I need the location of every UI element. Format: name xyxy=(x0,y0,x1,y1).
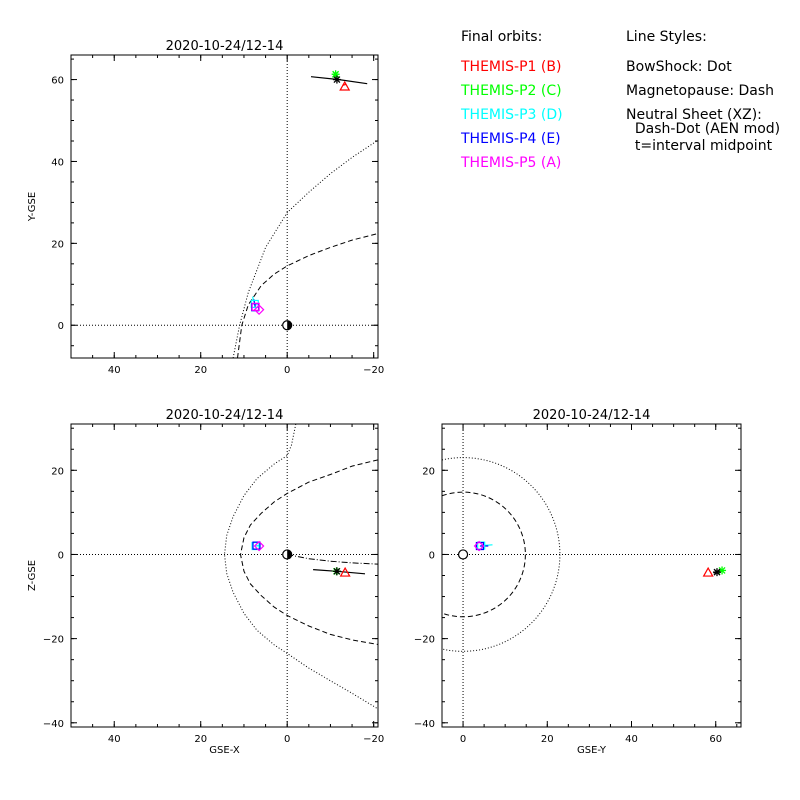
y-tick-label: −40 xyxy=(43,719,64,730)
y-axis-label: Z-GSE xyxy=(27,560,38,591)
plot-area xyxy=(442,424,741,727)
bow-shock-line xyxy=(223,424,378,710)
y-tick-label: 60 xyxy=(51,76,64,87)
earth-night-side xyxy=(287,549,292,559)
probe-marker-p5 xyxy=(253,540,265,552)
chart-title: 2020-10-24/12-14 xyxy=(166,39,284,54)
legend-style-dash-dot: Dash-Dot (AEN mod) xyxy=(626,121,781,137)
magnetopause-line xyxy=(237,233,378,358)
final-orbits-title: Final orbits: xyxy=(461,29,543,45)
panel-yz: 2020-10-24/12-14 0 20 40 60 20 0 −20 −40 GSE-Y xyxy=(414,408,742,756)
legend-probe-p2: THEMIS-P2 (C) xyxy=(461,83,562,99)
chart-title: 2020-10-24/12-14 xyxy=(533,408,651,423)
x-axis-label: GSE-Y xyxy=(577,745,607,756)
probe-marker-p5 xyxy=(253,304,265,316)
bow-shock-line xyxy=(442,457,561,652)
legend-style-magnetopause: Magnetopause: Dash xyxy=(626,83,775,99)
x-tick-label: 20 xyxy=(194,365,207,376)
probe-marker-p5 xyxy=(251,302,260,311)
x-tick-label: 60 xyxy=(709,734,722,745)
plot-area xyxy=(71,55,378,358)
panel-xy: 2020-10-24/12-14 40 20 0 −20 0 20 40 60 Y-GSE xyxy=(27,39,384,376)
y-tick-label: 0 xyxy=(58,550,64,561)
y-tick-label: −20 xyxy=(414,635,435,646)
x-tick-label: 40 xyxy=(108,365,121,376)
x-tick-label: 0 xyxy=(284,734,290,745)
x-axis-label: GSE-X xyxy=(209,745,240,756)
legend-probe-p5: THEMIS-P5 (A) xyxy=(461,155,562,171)
y-tick-label: 0 xyxy=(58,321,64,332)
y-tick-label: 20 xyxy=(51,239,64,250)
x-tick-label: 40 xyxy=(625,734,638,745)
earth-night-side xyxy=(287,320,292,330)
x-tick-label: 20 xyxy=(194,734,207,745)
legend-style-neutral-sheet: Neutral Sheet (XZ): xyxy=(626,107,762,123)
legend-probe-p4: THEMIS-P4 (E) xyxy=(461,131,561,147)
x-tick-label: −20 xyxy=(363,365,384,376)
y-axis-label: Y-GSE xyxy=(27,192,38,222)
probe-marker-p1 xyxy=(702,566,714,577)
chart-title: 2020-10-24/12-14 xyxy=(166,408,284,423)
x-tick-label: 20 xyxy=(541,734,554,745)
probe-marker-p4 xyxy=(252,541,261,550)
x-tick-label: 0 xyxy=(460,734,466,745)
panel-xz: 2020-10-24/12-14 40 20 0 −20 20 0 −20 −40 GSE-X Z-… xyxy=(27,408,384,756)
y-tick-label: 40 xyxy=(51,157,64,168)
y-tick-label: −20 xyxy=(43,635,64,646)
y-tick-label: 0 xyxy=(429,550,435,561)
midpoint-asterisk xyxy=(332,567,341,576)
midpoint-asterisk xyxy=(712,568,721,577)
legend-probe-p1: THEMIS-P1 (B) xyxy=(461,59,562,75)
x-tick-label: 0 xyxy=(284,365,290,376)
y-tick-label: 20 xyxy=(422,466,435,477)
y-tick-label: 20 xyxy=(51,466,64,477)
plot-frame xyxy=(441,423,742,728)
probe-marker-p1 xyxy=(339,80,351,91)
probe-marker-p5 xyxy=(473,540,485,552)
bow-shock-line xyxy=(232,139,378,358)
legend-style-midpoint: t=interval midpoint xyxy=(626,138,773,154)
line-styles-title: Line Styles: xyxy=(626,29,707,45)
probe-marker-p2 xyxy=(331,70,340,79)
probe-marker-p1 xyxy=(339,566,351,577)
legend-style-bowshock: BowShock: Dot xyxy=(626,59,732,75)
plot-area xyxy=(71,424,378,727)
earth-marker xyxy=(457,549,469,560)
final-orbits-legend: Final orbits: THEMIS-P1 (B) THEMIS-P2 (C… xyxy=(461,25,563,175)
magnetopause-line xyxy=(442,491,526,618)
legend-probe-p3: THEMIS-P3 (D) xyxy=(461,107,563,123)
line-styles-legend: Line Styles: BowShock: Dot Magnetopause:… xyxy=(626,25,780,155)
x-tick-label: −20 xyxy=(363,734,384,745)
midpoint-asterisk xyxy=(332,75,341,84)
neutral-sheet-line xyxy=(287,554,378,565)
magnetopause-line xyxy=(239,459,378,645)
x-tick-label: 40 xyxy=(108,734,121,745)
plot-frame xyxy=(70,54,379,359)
y-tick-label: −40 xyxy=(414,719,435,730)
